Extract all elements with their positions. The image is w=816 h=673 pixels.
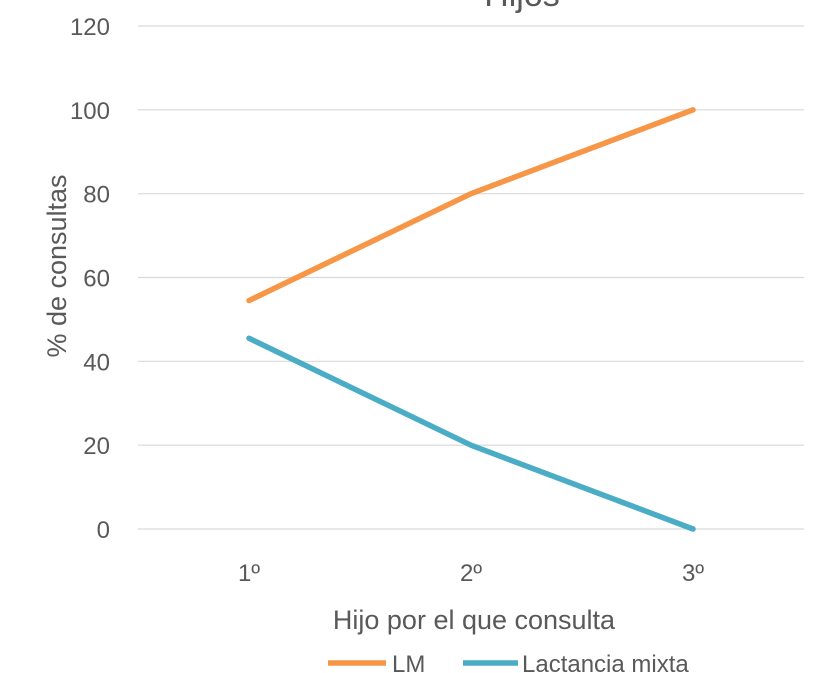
legend-label: LM <box>392 651 425 673</box>
y-tick-label: 0 <box>97 517 110 544</box>
y-tick-label: 40 <box>83 349 110 376</box>
x-tick-label: 3º <box>682 560 704 587</box>
y-tick-label: 80 <box>83 182 110 209</box>
legend: LM Lactancia mixta <box>328 651 689 673</box>
y-axis-label: % de consultas <box>42 174 72 357</box>
y-tick-label: 100 <box>70 98 110 125</box>
series-line-2 <box>246 335 696 532</box>
legend-label: Lactancia mixta <box>522 651 689 673</box>
x-axis-tick-labels: 1º 2º 3º <box>238 560 704 587</box>
x-tick-label: 2º <box>460 560 482 587</box>
y-tick-label: 60 <box>83 266 110 293</box>
x-tick-label: 1º <box>238 560 260 587</box>
y-tick-label: 20 <box>83 433 110 460</box>
x-axis-label: Hijo por el que consulta <box>333 605 616 635</box>
gridlines <box>138 25 804 530</box>
series-lines <box>246 107 696 532</box>
chart-title: Hijos <box>484 0 560 14</box>
series-line-1 <box>246 107 696 304</box>
y-tick-label: 120 <box>70 14 110 41</box>
y-axis-tick-labels: 0 20 40 60 80 100 120 <box>70 14 110 544</box>
